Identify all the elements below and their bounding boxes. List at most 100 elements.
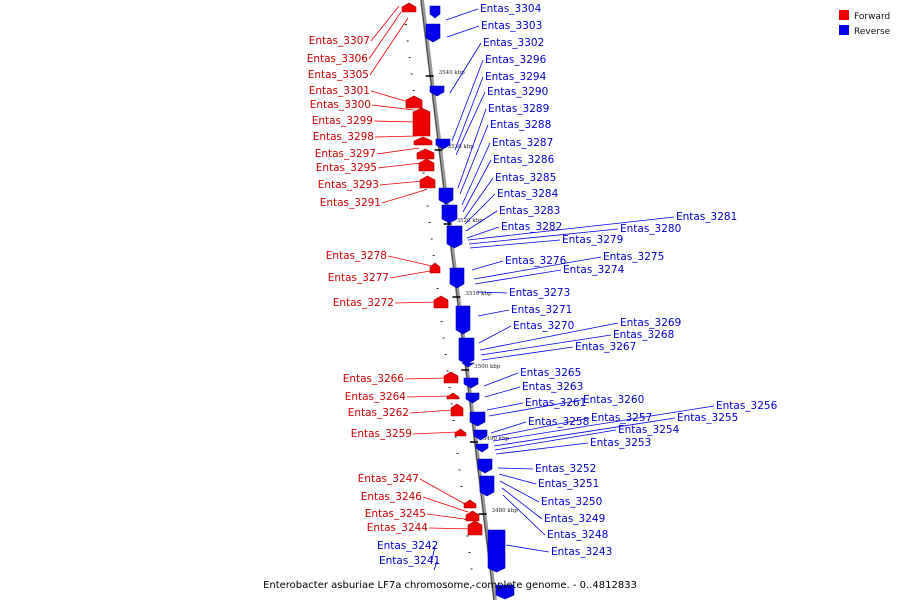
forward-gene-label: Entas_3247	[358, 473, 419, 485]
forward-gene-label: Entas_3307	[309, 35, 370, 47]
reverse-gene-label: Entas_3282	[501, 221, 562, 233]
reverse-gene-arrow	[495, 584, 515, 600]
forward-connector	[412, 431, 459, 435]
reverse-gene-arrow	[469, 411, 486, 427]
forward-connector	[370, 5, 400, 42]
reverse-connector	[474, 269, 562, 285]
forward-gene-label: Entas_3300	[310, 99, 371, 111]
reverse-gene-arrow	[438, 187, 454, 205]
reverse-connector	[486, 402, 524, 411]
reverse-connector	[465, 210, 498, 232]
reverse-gene-label: Entas_3285	[495, 172, 556, 184]
forward-gene-label: Entas_3305	[308, 69, 369, 81]
forward-gene-label: Entas_3246	[361, 491, 423, 503]
forward-gene-label: Entas_3277	[328, 272, 389, 284]
forward-gene-arrow	[463, 499, 477, 509]
reverse-gene-label: Entas_3263	[522, 381, 583, 393]
reverse-gene-label: Entas_3290	[487, 86, 548, 98]
reverse-connector	[466, 226, 500, 239]
reverse-gene-label: Entas_3248	[547, 529, 608, 541]
forward-connector	[371, 104, 415, 111]
reverse-connector	[498, 473, 537, 485]
forward-gene-label: Entas_3262	[348, 407, 409, 419]
reverse-gene-label: Entas_3253	[590, 437, 651, 449]
reverse-connector	[457, 108, 487, 189]
reverse-connector	[445, 8, 479, 21]
reverse-gene-arrow	[475, 443, 489, 453]
forward-gene-label: Entas_3299	[312, 115, 373, 127]
reverse-gene-arrow	[463, 377, 479, 389]
reverse-gene-label: Entas_3271	[511, 304, 572, 316]
reverse-connector	[446, 25, 480, 38]
position-ticks: 3540 kbp 3530 kbp 3520 kbp 3510 kbp 3500 kbp…	[402, 7, 519, 586]
forward-connector	[394, 301, 440, 304]
reverse-gene-label: Entas_3241	[379, 555, 440, 567]
reverse-connector	[480, 334, 612, 356]
forward-connector	[377, 162, 422, 169]
reverse-gene-arrow	[477, 458, 493, 474]
reverse-connector	[455, 91, 486, 156]
reverse-gene-arrow	[465, 392, 480, 404]
reverse-connector	[481, 346, 574, 361]
forward-gene-label: Entas_3278	[326, 250, 387, 262]
reverse-gene-arrow	[458, 337, 475, 365]
reverse-connector	[493, 417, 676, 447]
forward-gene-arrow	[412, 107, 431, 137]
reverse-connector	[459, 124, 489, 195]
reverse-gene-label: Entas_3260	[583, 394, 644, 406]
kbp-label: 3530 kbp	[448, 144, 475, 150]
reverse-gene-label: Entas_3257	[591, 412, 652, 424]
reverse-gene-label: Entas_3274	[563, 264, 625, 276]
reverse-connector	[484, 386, 521, 398]
label-connectors	[368, 5, 715, 571]
forward-gene-label: Entas_3306	[307, 53, 369, 65]
forward-connector	[368, 11, 402, 60]
reverse-gene-label: Entas_3289	[488, 103, 549, 115]
reverse-connector	[501, 487, 543, 520]
forward-gene-arrow	[401, 2, 417, 13]
reverse-connector	[463, 177, 494, 220]
forward-connector	[419, 478, 466, 505]
gene-labels: Entas_3307 Entas_3306 Entas_3305 Entas_3301…	[307, 3, 778, 567]
reverse-connector	[488, 399, 582, 417]
gene-features	[401, 2, 515, 600]
reverse-gene-arrow	[446, 225, 463, 249]
reverse-connector	[449, 42, 482, 94]
reverse-gene-arrow	[425, 23, 441, 43]
forward-gene-label: Entas_3291	[320, 197, 381, 209]
forward-gene-label: Entas_3244	[367, 522, 429, 534]
reverse-connector	[479, 322, 619, 351]
reverse-connector	[464, 193, 496, 225]
forward-connector	[381, 189, 426, 204]
kbp-label: 3480 kbp	[492, 508, 519, 514]
reverse-gene-label: Entas_3249	[544, 513, 605, 525]
forward-gene-label: Entas_3297	[315, 148, 376, 160]
reverse-connector	[478, 325, 512, 344]
reverse-gene-label: Entas_3252	[535, 463, 596, 475]
reverse-gene-label: Entas_3304	[480, 3, 542, 15]
forward-gene-arrow	[416, 148, 435, 160]
forward-gene-arrow	[429, 262, 441, 274]
reverse-gene-label: Entas_3296	[485, 54, 547, 66]
reverse-gene-arrow	[441, 204, 458, 224]
forward-gene-label: Entas_3245	[365, 508, 426, 520]
reverse-connector	[451, 59, 484, 142]
forward-gene-label: Entas_3266	[343, 373, 405, 385]
reverse-gene-label: Entas_3273	[509, 287, 570, 299]
reverse-gene-label: Entas_3286	[493, 154, 555, 166]
reverse-gene-label: Entas_3243	[551, 546, 612, 558]
reverse-gene-arrow	[479, 475, 495, 497]
forward-gene-arrow	[446, 392, 460, 400]
forward-gene-arrow	[405, 95, 423, 109]
reverse-gene-label: Entas_3270	[513, 320, 574, 332]
reverse-gene-label: Entas_3242	[377, 540, 438, 552]
legend-reverse-swatch	[839, 25, 849, 35]
reverse-connector	[490, 421, 527, 434]
forward-connector	[376, 147, 420, 155]
reverse-connector	[495, 442, 589, 455]
kbp-label: 3540 kbp	[439, 70, 466, 76]
reverse-gene-label: Entas_3267	[575, 341, 636, 353]
reverse-gene-label: Entas_3279	[562, 234, 623, 246]
reverse-connector	[483, 372, 519, 387]
forward-gene-label: Entas_3301	[309, 85, 370, 97]
